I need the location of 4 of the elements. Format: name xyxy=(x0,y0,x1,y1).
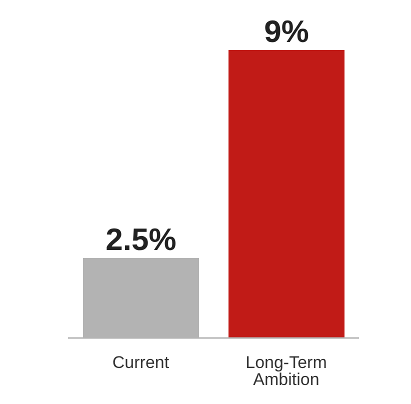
x-tick-label: Current xyxy=(112,353,170,372)
x-tick-label: Long-Term Ambition xyxy=(246,353,327,390)
data-label: 9% xyxy=(264,14,309,49)
data-label: 2.5% xyxy=(106,222,176,257)
